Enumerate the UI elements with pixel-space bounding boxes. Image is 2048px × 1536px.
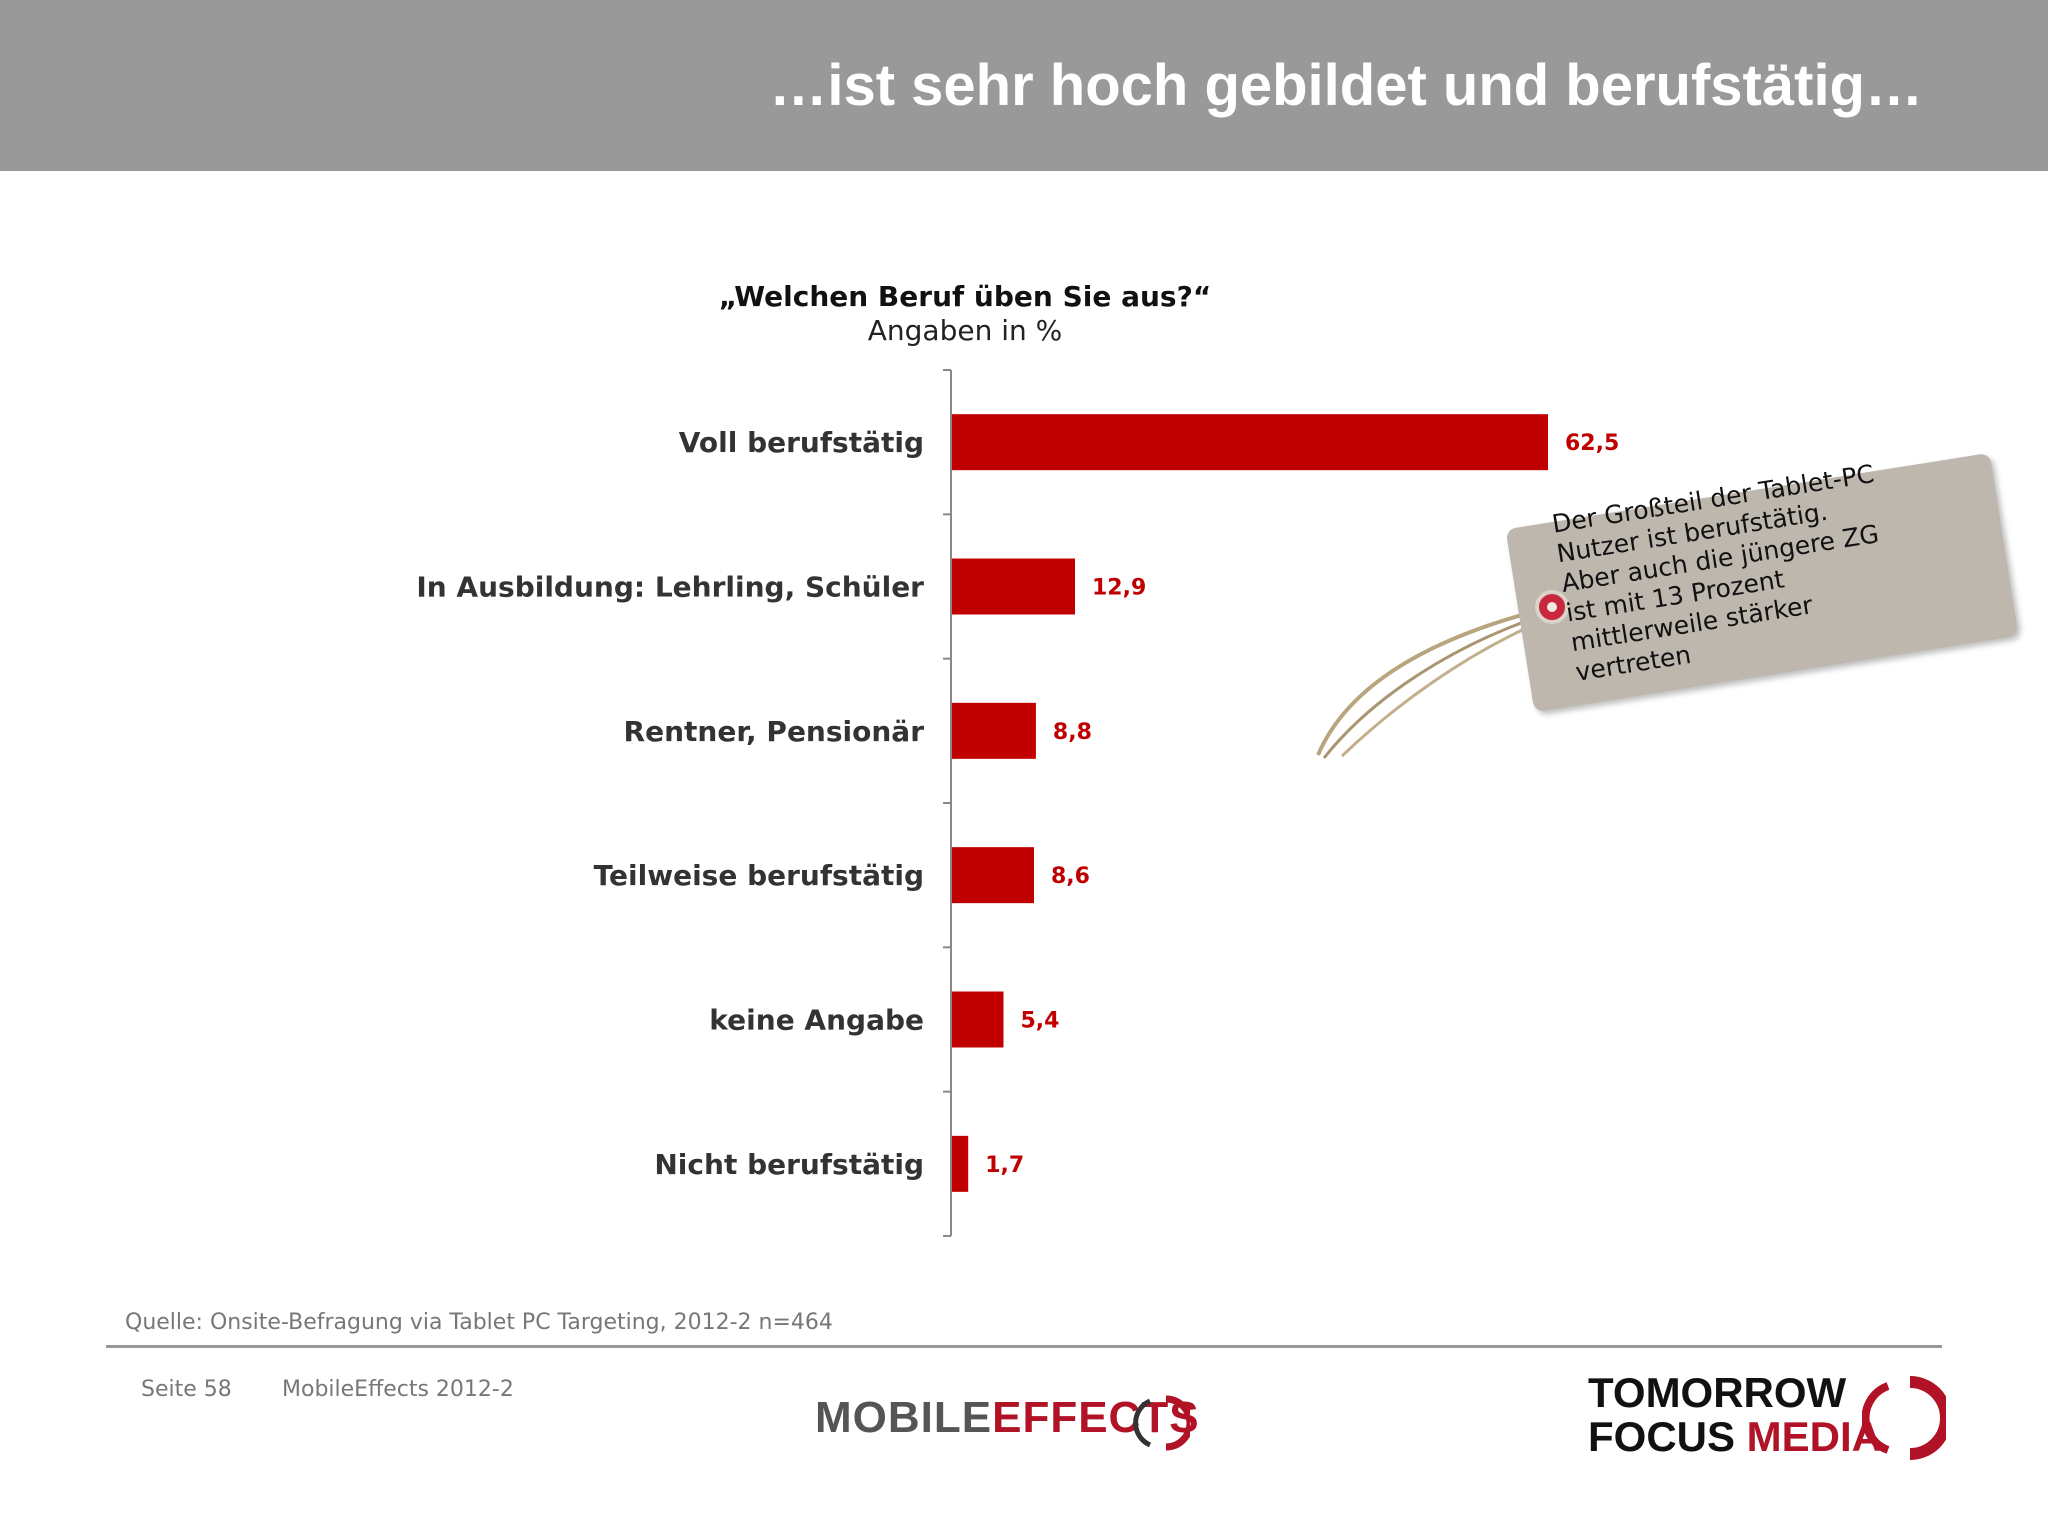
header-bar: …ist sehr hoch gebildet und berufstätig… <box>0 0 2048 171</box>
data-label: 8,8 <box>1053 720 1092 745</box>
category-label: Teilweise berufstätig <box>594 859 924 892</box>
logo-word-media: MEDIA <box>1746 1413 1883 1460</box>
data-label: 62,5 <box>1565 431 1619 456</box>
tomorrow-focus-media-mark-icon <box>1862 1376 1946 1460</box>
data-label: 8,6 <box>1051 864 1090 889</box>
bar-chart: Voll berufstätig 62,5 In Ausbildung: Lehrl… <box>416 369 1619 1237</box>
tag-grommet-icon <box>1535 590 1569 624</box>
data-label: 1,7 <box>985 1153 1024 1178</box>
document-name: MobileEffects 2012-2 <box>282 1377 514 1402</box>
mobile-effects-logo: MOBILEEFFECTS <box>815 1393 1200 1443</box>
data-label: 12,9 <box>1092 576 1146 601</box>
chart-title: „Welchen Beruf üben Sie aus?“ <box>718 280 1212 313</box>
bar <box>952 1135 969 1192</box>
bar <box>952 414 1548 471</box>
logo-word-mobile: MOBILE <box>815 1393 993 1442</box>
footer-divider <box>106 1345 1942 1348</box>
category-label: Nicht berufstätig <box>654 1148 924 1181</box>
bar <box>952 847 1035 904</box>
logo-line-tomorrow: TOMORROW <box>1588 1369 1847 1416</box>
page-title: …ist sehr hoch gebildet und berufstätig… <box>769 53 1923 118</box>
callout-tag: Der Großteil der Tablet-PC Nutzer ist be… <box>1290 430 2048 770</box>
category-label: Rentner, Pensionär <box>624 715 925 748</box>
page-number: Seite 58 <box>141 1377 232 1402</box>
bar <box>952 702 1036 759</box>
source-note: Quelle: Onsite-Befragung via Tablet PC T… <box>125 1310 833 1335</box>
chart-subtitle: Angaben in % <box>867 314 1063 347</box>
bar <box>952 558 1076 615</box>
bar <box>952 991 1004 1048</box>
data-label: 5,4 <box>1020 1009 1059 1034</box>
logo-word-effects: EFFECTS <box>992 1393 1200 1442</box>
mobile-effects-mark-icon <box>1133 1395 1190 1451</box>
category-label: Voll berufstätig <box>679 426 924 459</box>
logo-word-focus: FOCUS <box>1588 1413 1735 1460</box>
category-label: In Ausbildung: Lehrling, Schüler <box>416 571 924 604</box>
tomorrow-focus-media-logo: TOMORROW FOCUS MEDIA <box>1588 1371 1882 1459</box>
category-label: keine Angabe <box>709 1004 924 1037</box>
